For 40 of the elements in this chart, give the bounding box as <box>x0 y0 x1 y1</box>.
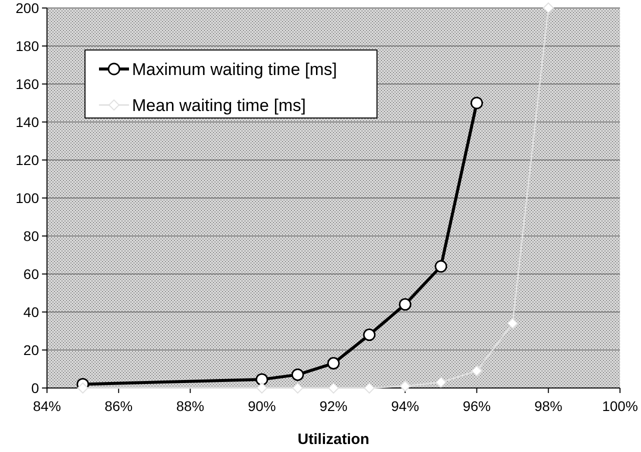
point <box>291 368 304 381</box>
y-tick-label: 40 <box>23 304 40 320</box>
x-axis-title: Utilization <box>298 431 370 448</box>
point <box>434 260 448 273</box>
y-tick-label: 140 <box>16 114 40 130</box>
x-tick-label: 98% <box>534 398 562 414</box>
point <box>256 373 268 386</box>
x-tick-label: 90% <box>248 398 276 414</box>
y-tick-label: 200 <box>16 0 40 16</box>
x-tick-label: 92% <box>319 398 348 414</box>
point <box>435 376 446 388</box>
point <box>398 298 412 311</box>
point <box>292 382 304 394</box>
point <box>470 96 483 110</box>
x-tick-label: 86% <box>104 398 133 414</box>
y-tick-label: 80 <box>23 228 40 244</box>
legend-label: Maximum waiting time [ms] <box>132 60 337 79</box>
point <box>471 365 482 376</box>
x-tick-label: 96% <box>462 398 491 414</box>
x-tick-label: 100% <box>602 398 638 414</box>
y-tick-label: 60 <box>23 266 40 282</box>
y-tick-label: 0 <box>31 380 40 396</box>
point <box>328 382 339 394</box>
x-tick-label: 84% <box>32 398 62 414</box>
point <box>363 328 376 342</box>
y-tick-label: 20 <box>23 342 40 358</box>
y-tick-label: 160 <box>16 76 40 92</box>
point <box>400 380 411 392</box>
x-tick-label: 88% <box>176 398 204 414</box>
point <box>256 382 268 394</box>
y-tick-label: 120 <box>16 152 40 168</box>
point <box>327 357 340 370</box>
y-tick-label: 180 <box>16 38 40 54</box>
point <box>542 2 554 14</box>
x-tick-label: 94% <box>391 398 420 414</box>
y-tick-label: 100 <box>16 190 40 206</box>
point <box>77 382 88 394</box>
point <box>364 382 375 394</box>
point <box>507 318 518 329</box>
legend-label: Mean waiting time [ms] <box>132 96 306 115</box>
